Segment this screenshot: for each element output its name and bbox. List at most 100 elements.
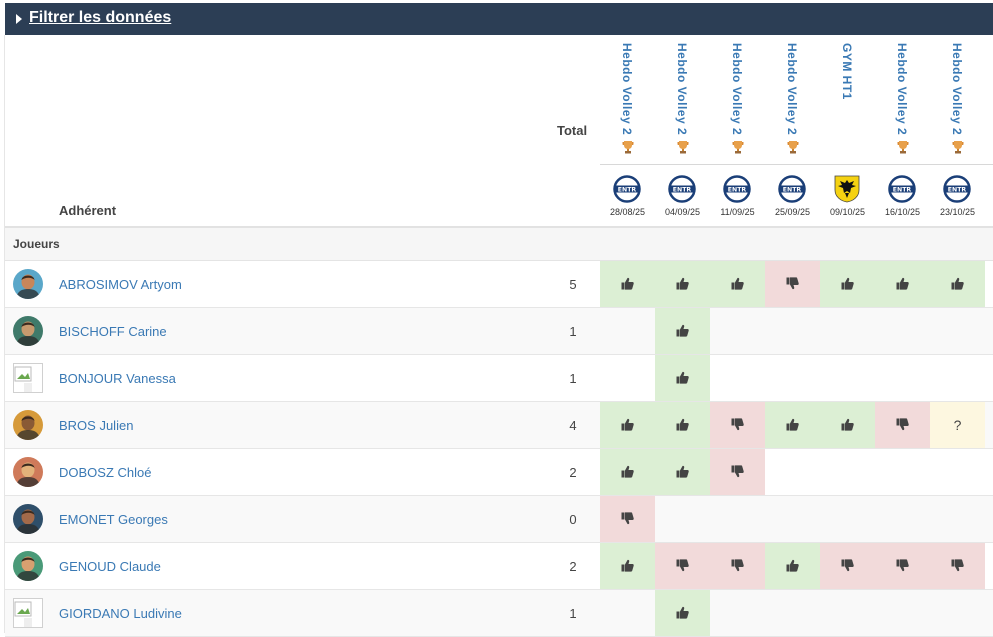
player-name-link[interactable]: GENOUD Claude — [59, 559, 161, 574]
response-cell-no[interactable] — [765, 261, 820, 307]
response-cell-yes[interactable] — [875, 261, 930, 307]
response-cell-empty[interactable] — [765, 308, 820, 354]
event-date: 25/09/25 — [774, 207, 811, 217]
thumbs-down-icon — [731, 465, 744, 478]
response-cell-yes[interactable] — [765, 402, 820, 448]
event-name[interactable]: Hebdo Volley 2 — [950, 43, 964, 136]
filter-bar[interactable]: Filtrer les données — [5, 3, 993, 35]
response-cell-empty[interactable] — [765, 355, 820, 401]
response-cell-maybe[interactable]: ? — [930, 402, 985, 448]
response-cell-yes[interactable] — [930, 261, 985, 307]
event-name[interactable]: Hebdo Volley 2 — [895, 43, 909, 136]
response-cell-yes[interactable] — [655, 261, 710, 307]
response-cell-no[interactable] — [875, 402, 930, 448]
avatar — [13, 363, 43, 393]
section-header-players: Joueurs — [5, 228, 993, 261]
response-cell-empty[interactable] — [930, 308, 985, 354]
event-date: 28/08/25 — [609, 207, 646, 217]
response-cell-yes[interactable] — [765, 543, 820, 589]
filter-toggle-link[interactable]: Filtrer les données — [29, 9, 172, 26]
response-cell-empty[interactable] — [930, 449, 985, 495]
response-cell-empty[interactable] — [930, 590, 985, 636]
event-name[interactable]: Hebdo Volley 2 — [620, 43, 634, 136]
response-cell-empty[interactable] — [930, 355, 985, 401]
event-date: 23/10/25 — [939, 207, 976, 217]
response-cell-empty[interactable] — [820, 590, 875, 636]
avatar — [13, 504, 43, 534]
event-name[interactable]: Hebdo Volley 2 — [785, 43, 799, 136]
response-cell-no[interactable] — [710, 449, 765, 495]
event-column-6[interactable]: Hebdo Volley 2 ENTR 16/10/25 — [875, 36, 930, 226]
thumbs-down-icon — [786, 277, 799, 290]
response-cell-empty[interactable] — [875, 496, 930, 542]
entr-logo-icon: ENTR — [668, 175, 696, 203]
response-cell-no[interactable] — [710, 402, 765, 448]
thumbs-up-icon — [731, 277, 744, 290]
response-cell-no[interactable] — [710, 543, 765, 589]
response-cell-empty[interactable] — [820, 355, 875, 401]
avatar — [13, 598, 43, 628]
response-cell-yes[interactable] — [655, 355, 710, 401]
response-cell-empty[interactable] — [820, 449, 875, 495]
response-cell-empty[interactable] — [765, 590, 820, 636]
response-cell-yes[interactable] — [600, 449, 655, 495]
event-column-1[interactable]: Hebdo Volley 2 ENTR 28/08/25 — [600, 36, 655, 226]
player-name-link[interactable]: BONJOUR Vanessa — [59, 371, 176, 386]
response-cell-no[interactable] — [820, 543, 875, 589]
thumbs-up-icon — [786, 418, 799, 431]
response-cell-no[interactable] — [600, 496, 655, 542]
player-name-link[interactable]: GIORDANO Ludivine — [59, 606, 182, 621]
response-cell-empty[interactable] — [765, 496, 820, 542]
response-cell-empty[interactable] — [820, 308, 875, 354]
response-cell-yes[interactable] — [655, 402, 710, 448]
response-cell-empty[interactable] — [710, 590, 765, 636]
trophy-icon — [732, 140, 744, 154]
response-cell-empty[interactable] — [655, 496, 710, 542]
player-name-link[interactable]: ABROSIMOV Artyom — [59, 277, 182, 292]
event-name[interactable]: GYM HT1 — [840, 43, 854, 100]
response-cell-yes[interactable] — [820, 402, 875, 448]
response-cell-empty[interactable] — [710, 308, 765, 354]
player-name-link[interactable]: EMONET Georges — [59, 512, 168, 527]
response-cell-yes[interactable] — [820, 261, 875, 307]
response-cell-empty[interactable] — [820, 496, 875, 542]
response-cell-empty[interactable] — [765, 449, 820, 495]
response-cell-empty[interactable] — [875, 355, 930, 401]
response-cell-empty[interactable] — [875, 449, 930, 495]
response-cell-empty[interactable] — [600, 308, 655, 354]
response-cell-empty[interactable] — [600, 355, 655, 401]
response-cell-empty[interactable] — [600, 590, 655, 636]
svg-text:ENTR: ENTR — [893, 186, 912, 193]
trophy-icon — [952, 140, 964, 154]
response-cell-empty[interactable] — [930, 496, 985, 542]
response-cell-empty[interactable] — [710, 355, 765, 401]
player-name-link[interactable]: BISCHOFF Carine — [59, 324, 167, 339]
thumbs-up-icon — [786, 559, 799, 572]
response-cell-yes[interactable] — [655, 590, 710, 636]
response-cell-no[interactable] — [875, 543, 930, 589]
event-column-5[interactable]: GYM HT1 09/10/25 — [820, 36, 875, 226]
response-cell-yes[interactable] — [600, 402, 655, 448]
section-label: Joueurs — [13, 237, 60, 251]
response-cell-yes[interactable] — [600, 261, 655, 307]
response-cell-yes[interactable] — [710, 261, 765, 307]
expand-arrow-icon[interactable] — [16, 14, 22, 24]
response-cell-empty[interactable] — [875, 590, 930, 636]
event-name[interactable]: Hebdo Volley 2 — [730, 43, 744, 136]
event-column-2[interactable]: Hebdo Volley 2 ENTR 04/09/25 — [655, 36, 710, 226]
event-column-7[interactable]: Hebdo Volley 2 ENTR 23/10/25 — [930, 36, 985, 226]
response-cell-no[interactable] — [655, 543, 710, 589]
event-column-4[interactable]: Hebdo Volley 2 ENTR 25/09/25 — [765, 36, 820, 226]
response-cell-empty[interactable] — [875, 308, 930, 354]
event-name[interactable]: Hebdo Volley 2 — [675, 43, 689, 136]
response-cell-yes[interactable] — [600, 543, 655, 589]
response-cell-no[interactable] — [930, 543, 985, 589]
response-cell-empty[interactable] — [710, 496, 765, 542]
player-name-link[interactable]: DOBOSZ Chloé — [59, 465, 152, 480]
response-cell-yes[interactable] — [655, 449, 710, 495]
response-cell-yes[interactable] — [655, 308, 710, 354]
total-column-header: Total — [557, 123, 588, 138]
event-column-3[interactable]: Hebdo Volley 2 ENTR 11/09/25 — [710, 36, 765, 226]
thumbs-up-icon — [676, 465, 689, 478]
player-name-link[interactable]: BROS Julien — [59, 418, 134, 433]
